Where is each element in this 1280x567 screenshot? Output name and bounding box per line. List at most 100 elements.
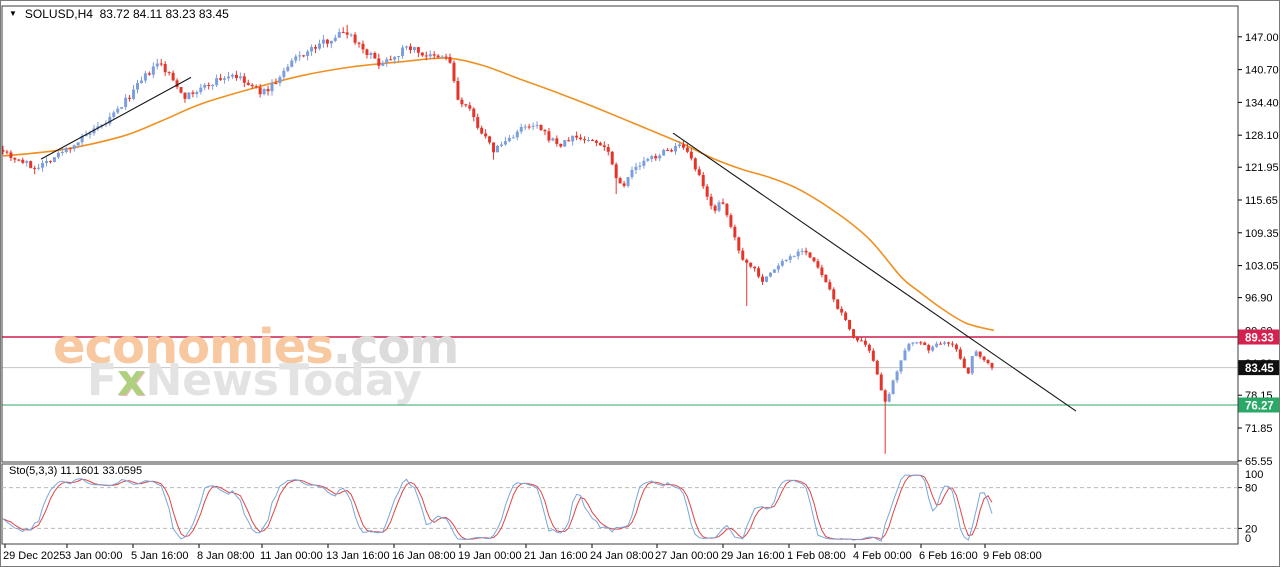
candle-body	[258, 87, 262, 95]
candle-body	[567, 140, 571, 142]
candle-body	[784, 259, 788, 262]
candle-body	[697, 169, 701, 175]
candle-body	[226, 76, 230, 79]
candle-body	[5, 151, 9, 153]
candle-body	[68, 148, 72, 150]
candle-body	[935, 343, 939, 347]
candle-body	[37, 167, 41, 169]
candle-body	[56, 152, 60, 158]
candle-body	[448, 57, 452, 63]
time-axis-label: 21 Jan 16:00	[524, 550, 588, 562]
candle-body	[765, 276, 769, 282]
candle-body	[535, 124, 539, 126]
time-axis-label: 4 Feb 00:00	[853, 550, 912, 562]
candle-body	[725, 203, 729, 216]
trendline-1[interactable]	[40, 76, 192, 160]
candle-body	[211, 85, 215, 87]
price-badge-text: 89.33	[1245, 333, 1274, 345]
price-axis-label: 65.55	[1245, 456, 1273, 468]
candle-body	[203, 84, 207, 88]
candle-body	[745, 259, 749, 263]
candle-body	[919, 342, 923, 344]
candle-body	[895, 371, 899, 381]
candle-body	[278, 77, 282, 83]
pane-borders	[1, 5, 1239, 545]
candle-body	[622, 183, 626, 186]
candle-body	[246, 82, 250, 85]
horizontal-lines-layer[interactable]	[2, 336, 1238, 406]
candle-body	[618, 178, 622, 184]
candle-body	[472, 108, 476, 118]
candle-body	[223, 78, 227, 80]
candle-body	[685, 147, 689, 152]
candle-body	[650, 156, 654, 159]
time-axis-label: 29 Dec 2025	[3, 550, 65, 562]
candle-body	[353, 34, 357, 43]
candle-body	[199, 87, 203, 93]
candle-body	[21, 159, 25, 163]
candle-body	[531, 125, 535, 127]
moving-average-line	[2, 57, 995, 332]
candle-body	[159, 63, 163, 65]
candle-body	[76, 142, 80, 146]
candle-body	[389, 59, 393, 61]
stochastic-layer: 100 80 200	[2, 469, 1263, 545]
trendline-2[interactable]	[672, 132, 1077, 412]
candle-body	[796, 251, 800, 257]
candle-body	[147, 73, 151, 75]
chevron-down-icon[interactable]: ▼	[9, 9, 17, 18]
candle-body	[828, 282, 832, 290]
candle-body	[646, 158, 650, 161]
candle-body	[630, 170, 634, 178]
candle-body	[112, 112, 116, 117]
candle-body	[602, 145, 606, 148]
candle-body	[9, 152, 13, 158]
candle-body	[594, 140, 598, 143]
candle-body	[590, 140, 594, 142]
price-axis-label: 134.40	[1245, 97, 1279, 109]
candle-body	[484, 133, 488, 137]
candle-body	[416, 47, 420, 53]
candle-body	[385, 59, 389, 63]
candle-body	[286, 66, 290, 71]
candle-body	[511, 137, 515, 139]
price-axis-label: 96.90	[1245, 293, 1273, 305]
candle-body	[757, 268, 761, 277]
trendlines-layer[interactable]	[40, 76, 1077, 412]
time-axis-label: 29 Jan 16:00	[721, 550, 785, 562]
candle-body	[820, 267, 824, 276]
stochastic-indicator-label: Sto(5,3,3) 11.1601 33.0595	[9, 465, 143, 477]
candle-body	[614, 164, 618, 179]
candle-body	[772, 269, 776, 273]
candle-body	[195, 92, 199, 94]
candle-body	[310, 47, 314, 52]
candle-body	[666, 149, 670, 151]
candle-body	[986, 360, 990, 364]
candle-body	[92, 128, 96, 134]
candle-body	[25, 161, 29, 163]
candle-body	[571, 135, 575, 142]
candle-body	[373, 52, 377, 59]
candle-body	[879, 374, 883, 391]
candle-body	[306, 51, 310, 56]
candle-body	[321, 39, 325, 44]
candle-body	[804, 250, 808, 253]
candle-body	[136, 83, 140, 90]
candle-body	[539, 124, 543, 130]
candle-body	[191, 92, 195, 94]
candle-body	[282, 70, 286, 78]
price-axis-label: 115.65	[1245, 195, 1278, 207]
candle-body	[733, 226, 737, 238]
candle-body	[499, 144, 503, 146]
time-axis-label: 16 Jan 08:00	[392, 550, 456, 562]
candle-body	[741, 250, 745, 260]
candle-body	[341, 32, 345, 34]
candle-body	[167, 72, 171, 74]
candle-body	[875, 360, 879, 375]
time-axis-label: 27 Jan 00:00	[655, 550, 719, 562]
sto-scale-label: 100	[1245, 469, 1263, 481]
candle-body	[753, 266, 757, 269]
candle-body	[852, 329, 856, 338]
candle-body	[939, 343, 943, 345]
